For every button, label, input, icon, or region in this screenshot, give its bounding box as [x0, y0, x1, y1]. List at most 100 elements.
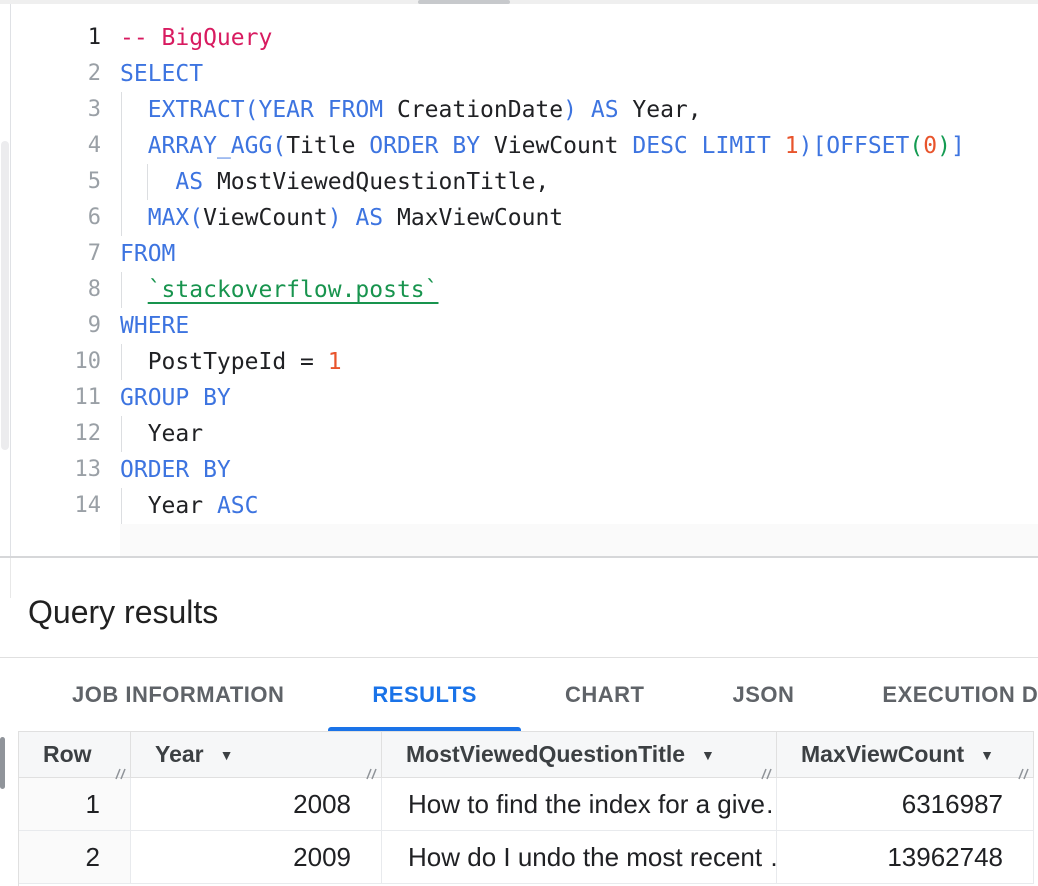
code-line[interactable]: ORDER BY [120, 452, 1038, 488]
results-table-header: RowYear▼MostViewedQuestionTitle▼MaxViewC… [19, 732, 1034, 778]
cell-mostviewedquestiontitle: How do I undo the most recent … [382, 831, 777, 884]
code-token: )[OFFSET [799, 133, 910, 159]
tab-label: RESULTS [372, 682, 477, 707]
code-line[interactable]: MAX(ViewCount) AS MaxViewCount [120, 200, 1038, 236]
code-token: Year, [619, 97, 702, 123]
code-line[interactable]: Year ASC [120, 488, 1038, 524]
query-results-header: Query results [0, 558, 1038, 658]
gutter: 1234567891011121314 [11, 20, 101, 524]
code-token: SELECT [120, 61, 203, 87]
results-table-body: 12008How to find the index for a give…63… [19, 778, 1034, 884]
tab-label: CHART [565, 682, 645, 707]
line-number: 2 [11, 56, 101, 92]
code-line[interactable]: Year [120, 416, 1038, 452]
column-header-label: Year [155, 741, 204, 768]
code-token: AS [355, 205, 383, 231]
code-line[interactable]: FROM [120, 236, 1038, 272]
line-number: 8 [11, 272, 101, 308]
code-line[interactable]: EXTRACT(YEAR FROM CreationDate) AS Year, [120, 92, 1038, 128]
tab-results[interactable]: RESULTS [328, 659, 521, 731]
column-header-label: MostViewedQuestionTitle [406, 741, 685, 768]
code-token [120, 277, 148, 303]
code-line[interactable]: ARRAY_AGG(Title ORDER BY ViewCount DESC … [120, 128, 1038, 164]
tab-label: EXECUTION DETAILS [882, 682, 1038, 707]
code-token: ORDER BY [120, 457, 231, 483]
indent-guide [121, 416, 122, 452]
code-token: ) [328, 205, 342, 231]
column-header-row[interactable]: Row [19, 732, 131, 778]
code-token: 1 [785, 133, 799, 159]
tab-execution-details[interactable]: EXECUTION DETAILS [838, 659, 1038, 731]
code-token: Year [120, 493, 217, 519]
code-token: MAX( [148, 205, 203, 231]
code-line[interactable]: WHERE [120, 308, 1038, 344]
code-token [120, 133, 148, 159]
sql-editor[interactable]: 1234567891011121314 -- BigQuerySELECT EX… [0, 4, 1038, 556]
code-line[interactable]: PostTypeId = 1 [120, 344, 1038, 380]
cell-row: 1 [19, 778, 131, 831]
tab-label: JOB INFORMATION [72, 682, 284, 707]
code-token: EXTRACT(YEAR FROM [148, 97, 383, 123]
code-line[interactable]: GROUP BY [120, 380, 1038, 416]
column-resize-handle-icon[interactable] [112, 760, 127, 775]
code-token: PostTypeId = [120, 349, 328, 375]
line-number: 7 [11, 236, 101, 272]
code-token: ViewCount [480, 133, 632, 159]
line-number: 1 [11, 20, 101, 56]
panel-left-border [10, 558, 11, 598]
sort-dropdown-icon[interactable]: ▼ [980, 747, 994, 763]
cell-year: 2009 [131, 831, 382, 884]
code-token [577, 97, 591, 123]
line-number: 4 [11, 128, 101, 164]
code-line[interactable]: SELECT [120, 56, 1038, 92]
code-token: ViewCount [203, 205, 328, 231]
cell-year: 2008 [131, 778, 382, 831]
code-lines[interactable]: -- BigQuery SELECT EXTRACT(YEAR FROM Crea… [120, 20, 1038, 524]
code-line[interactable]: -- BigQuery [120, 20, 1038, 56]
indent-guide [121, 344, 122, 380]
line-number: 6 [11, 200, 101, 236]
code-token: ) [563, 97, 577, 123]
results-tab-bar: JOB INFORMATION RESULTS CHART JSON EXECUTION… [0, 659, 1038, 731]
line-number: 14 [11, 488, 101, 524]
code-token: ARRAY_AGG( [148, 133, 286, 159]
editor-empty-area[interactable] [120, 524, 1038, 556]
code-token: ASC [217, 493, 259, 519]
code-line[interactable]: `stackoverflow.posts` [120, 272, 1038, 308]
column-header-maxviewcount[interactable]: MaxViewCount ▼ [777, 732, 1034, 778]
column-header-label: MaxViewCount [801, 741, 964, 768]
cell-maxviewcount: 13962748 [777, 831, 1034, 884]
code-token: -- BigQuery [120, 25, 272, 51]
indent-guide [121, 92, 122, 236]
table-vertical-scrollbar-thumb-icon[interactable] [0, 737, 5, 789]
column-header-mostviewedquestiontitle[interactable]: MostViewedQuestionTitle ▼ [382, 732, 777, 778]
sort-dropdown-icon[interactable]: ▼ [701, 747, 715, 763]
code-token: ( [909, 133, 923, 159]
line-number: 11 [11, 380, 101, 416]
table-row: 22009How do I undo the most recent …1396… [19, 831, 1034, 884]
code-token: GROUP BY [120, 385, 231, 411]
cell-row: 2 [19, 831, 131, 884]
code-line[interactable]: AS MostViewedQuestionTitle, [120, 164, 1038, 200]
cell-mostviewedquestiontitle: How to find the index for a give… [382, 778, 777, 831]
line-number: 10 [11, 344, 101, 380]
tab-chart[interactable]: CHART [521, 659, 689, 731]
column-resize-handle-icon[interactable] [1015, 760, 1030, 775]
code-token: `stackoverflow.posts` [148, 277, 439, 303]
column-resize-handle-icon[interactable] [758, 760, 773, 775]
code-token: ] [951, 133, 965, 159]
vertical-scrollbar-thumb-icon[interactable] [1, 141, 9, 450]
code-token: FROM [120, 241, 175, 267]
line-number: 9 [11, 308, 101, 344]
column-resize-handle-icon[interactable] [363, 760, 378, 775]
tab-json[interactable]: JSON [688, 659, 838, 731]
query-results-title: Query results [28, 558, 218, 658]
code-token: ORDER BY [369, 133, 480, 159]
sort-dropdown-icon[interactable]: ▼ [220, 747, 234, 763]
table-row: 12008How to find the index for a give…63… [19, 778, 1034, 831]
code-token: AS [175, 169, 203, 195]
column-header-year[interactable]: Year ▼ [131, 732, 382, 778]
indent-guide [121, 272, 122, 308]
tab-job-information[interactable]: JOB INFORMATION [28, 659, 328, 731]
line-number: 5 [11, 164, 101, 200]
